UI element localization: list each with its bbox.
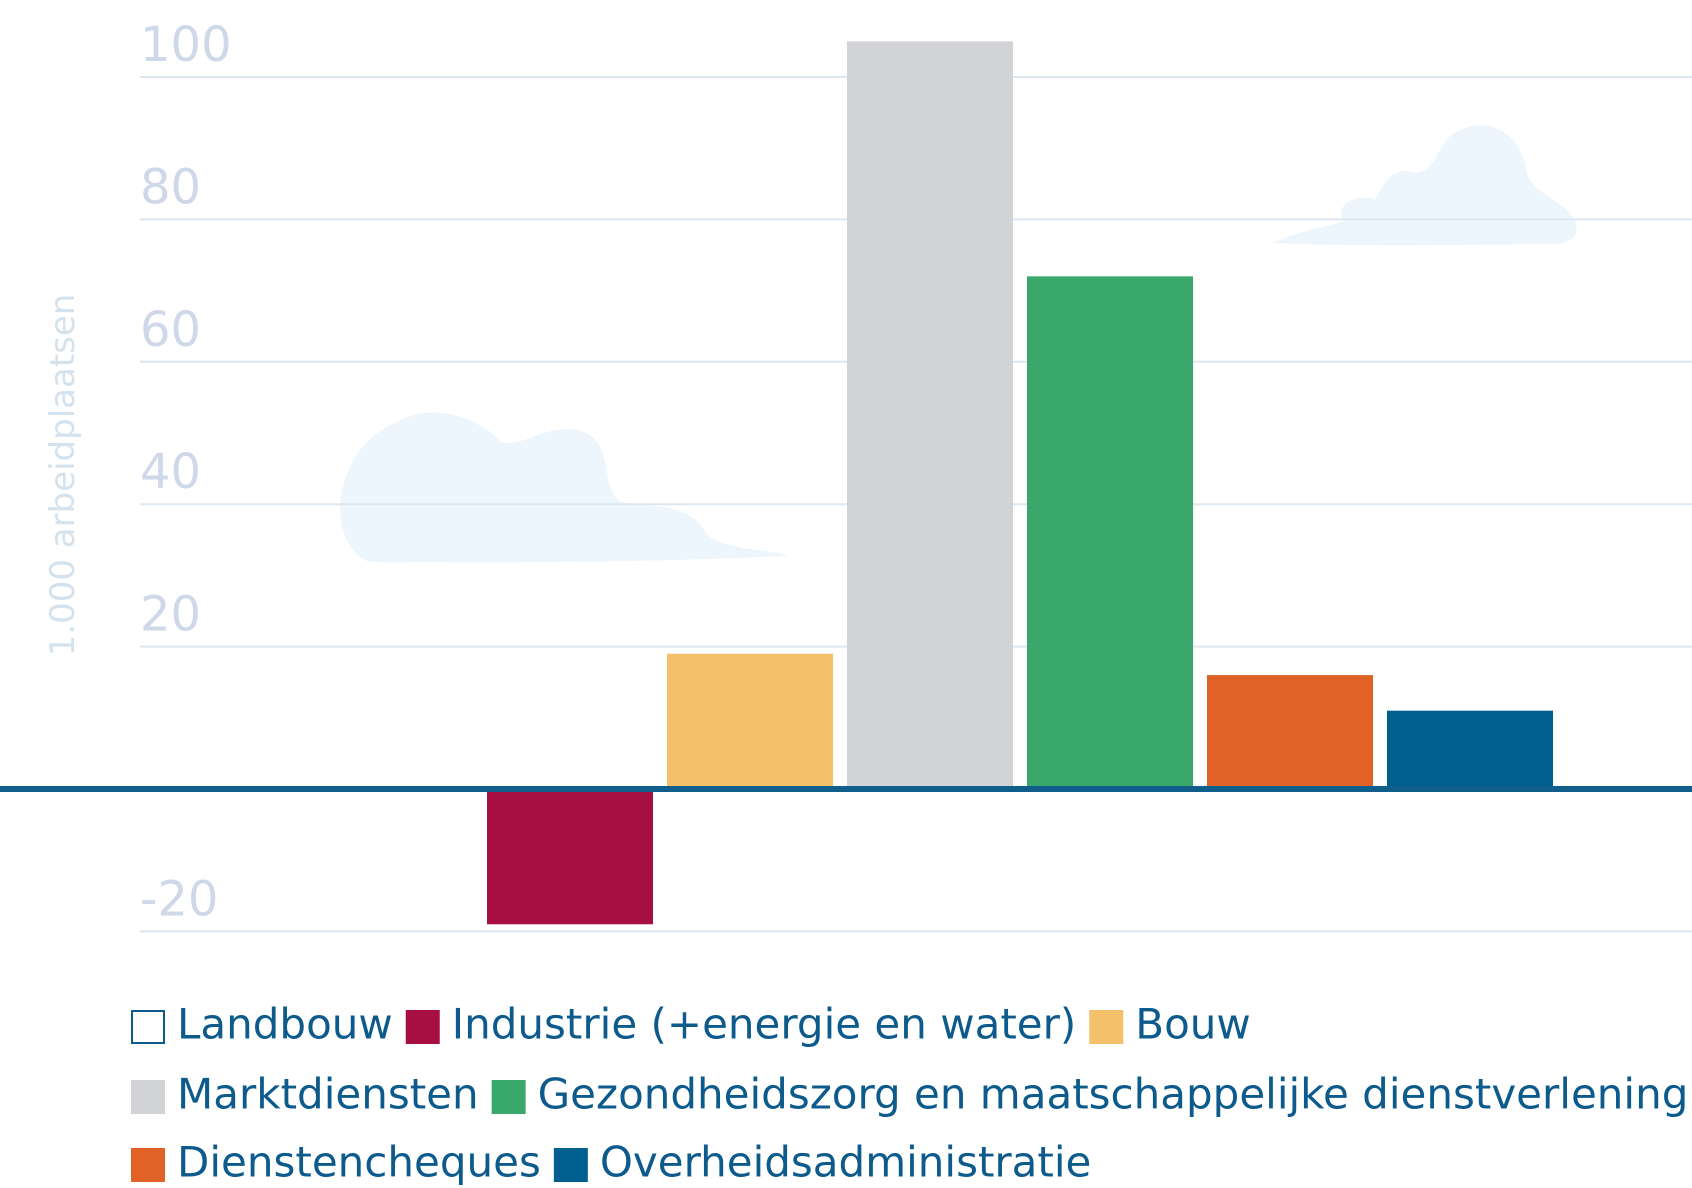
legend-label: Industrie (+energie en water)	[452, 1000, 1077, 1049]
legend-swatch	[407, 1011, 439, 1043]
bar	[1387, 711, 1553, 789]
y-axis-label: 1.000 arbeidplaatsen	[43, 294, 83, 657]
bar	[667, 654, 833, 789]
bar	[1207, 675, 1373, 789]
legend-label: Dienstencheques	[177, 1138, 541, 1187]
legend-label: Gezondheidszorg en maatschappelijke dien…	[538, 1070, 1689, 1119]
legend-swatch	[132, 1149, 164, 1181]
legend-swatch	[493, 1081, 525, 1113]
cloud	[340, 412, 787, 562]
bar	[1027, 276, 1193, 789]
cloud	[1273, 125, 1576, 245]
legend-label: Overheidsadministratie	[600, 1138, 1092, 1187]
y-tick-label: 100	[140, 17, 232, 73]
legend-swatch	[555, 1149, 587, 1181]
y-tick-label: -20	[140, 871, 218, 927]
legend-label: Bouw	[1135, 1000, 1250, 1049]
legend-swatch	[132, 1081, 164, 1113]
legend-swatch	[132, 1011, 164, 1043]
bar	[487, 789, 653, 924]
legend-label: Marktdiensten	[177, 1070, 479, 1119]
y-tick-label: 20	[140, 587, 201, 643]
bar	[847, 41, 1013, 789]
y-tick-label: 40	[140, 444, 201, 500]
legend-label: Landbouw	[177, 1000, 393, 1049]
y-tick-label: 80	[140, 159, 201, 215]
y-tick-label: 60	[140, 302, 201, 358]
legend-swatch	[1090, 1011, 1122, 1043]
chart: 1.000 arbeidplaatsen -20 20 40 60 80 100 Landb…	[0, 0, 1692, 1188]
